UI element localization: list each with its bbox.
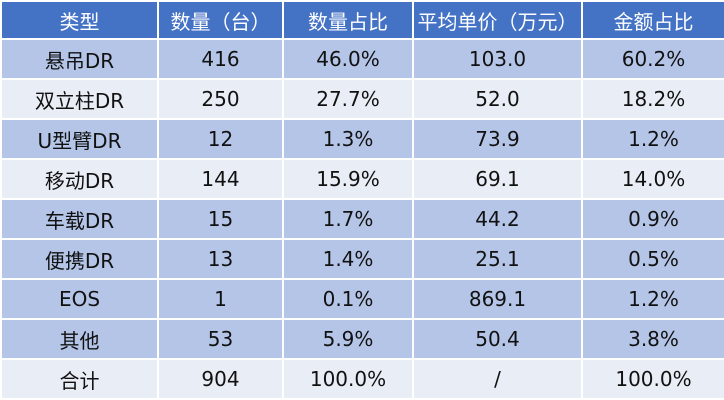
table-cell: 416 [157,38,284,80]
table-cell: 144 [157,158,284,200]
table-row: 车载DR 15 1.7% 44.2 0.9% [0,198,724,240]
table-cell: 52.0 [412,78,583,120]
table-cell: 0.9% [581,198,724,240]
table-cell: 1.3% [282,118,414,160]
table-cell: 50.4 [412,318,583,360]
column-header: 金额占比 [581,0,724,40]
table-row: 双立柱DR 250 27.7% 52.0 18.2% [0,78,724,120]
table-cell: 69.1 [412,158,583,200]
table-row: EOS 1 0.1% 869.1 1.2% [0,278,724,320]
column-header: 数量（台） [157,0,284,40]
table-cell: 悬吊DR [0,38,159,80]
table-cell: 100.0% [282,358,414,400]
table-cell: 1 [157,278,284,320]
table-cell: 60.2% [581,38,724,80]
table-cell: 移动DR [0,158,159,200]
table-cell: 18.2% [581,78,724,120]
table-row: 便携DR 13 1.4% 25.1 0.5% [0,238,724,280]
table-cell: 100.0% [581,358,724,400]
table-cell: 0.1% [282,278,414,320]
table-cell: 44.2 [412,198,583,240]
table-cell: 27.7% [282,78,414,120]
table-cell: 3.8% [581,318,724,360]
table-cell: 250 [157,78,284,120]
column-header: 数量占比 [282,0,414,40]
table-cell: 双立柱DR [0,78,159,120]
table-cell: EOS [0,278,159,320]
table-cell: 25.1 [412,238,583,280]
table-cell: 53 [157,318,284,360]
table-cell: 73.9 [412,118,583,160]
column-header: 类型 [0,0,159,40]
column-header: 平均单价（万元） [412,0,583,40]
table-cell: 14.0% [581,158,724,200]
table-cell: 869.1 [412,278,583,320]
table-cell: 103.0 [412,38,583,80]
table-cell: 15 [157,198,284,240]
table-cell: 13 [157,238,284,280]
table-cell: 便携DR [0,238,159,280]
table-cell: 904 [157,358,284,400]
table-cell: 其他 [0,318,159,360]
table-cell: 15.9% [282,158,414,200]
table-row: 悬吊DR 416 46.0% 103.0 60.2% [0,38,724,80]
table-cell: 5.9% [282,318,414,360]
table-cell: 1.2% [581,278,724,320]
table-cell: 46.0% [282,38,414,80]
table-cell: 1.7% [282,198,414,240]
table-cell: 车载DR [0,198,159,240]
table-cell: U型臂DR [0,118,159,160]
table-cell: / [412,358,583,400]
table-cell: 1.4% [282,238,414,280]
table-row: 合计 904 100.0%/100.0% [0,358,724,400]
table-row: 其他 53 5.9% 50.4 3.8% [0,318,724,360]
table-cell: 1.2% [581,118,724,160]
table-cell: 0.5% [581,238,724,280]
header-row: 类型 数量（台） 数量占比 平均单价（万元） 金额占比 [0,0,724,40]
table-row: U型臂DR 12 1.3% 73.9 1.2% [0,118,724,160]
table-cell: 12 [157,118,284,160]
table-cell: 合计 [0,358,159,400]
table-row: 移动DR 144 15.9% 69.1 14.0% [0,158,724,200]
